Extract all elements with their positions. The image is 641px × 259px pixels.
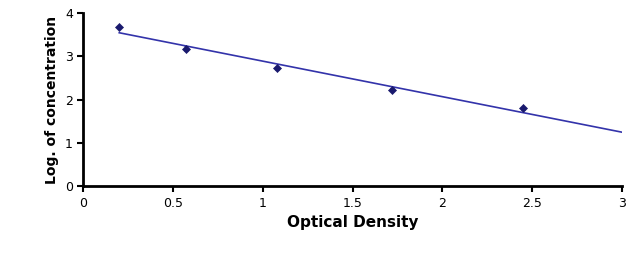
Y-axis label: Log. of concentration: Log. of concentration [46,16,60,184]
X-axis label: Optical Density: Optical Density [287,215,419,231]
